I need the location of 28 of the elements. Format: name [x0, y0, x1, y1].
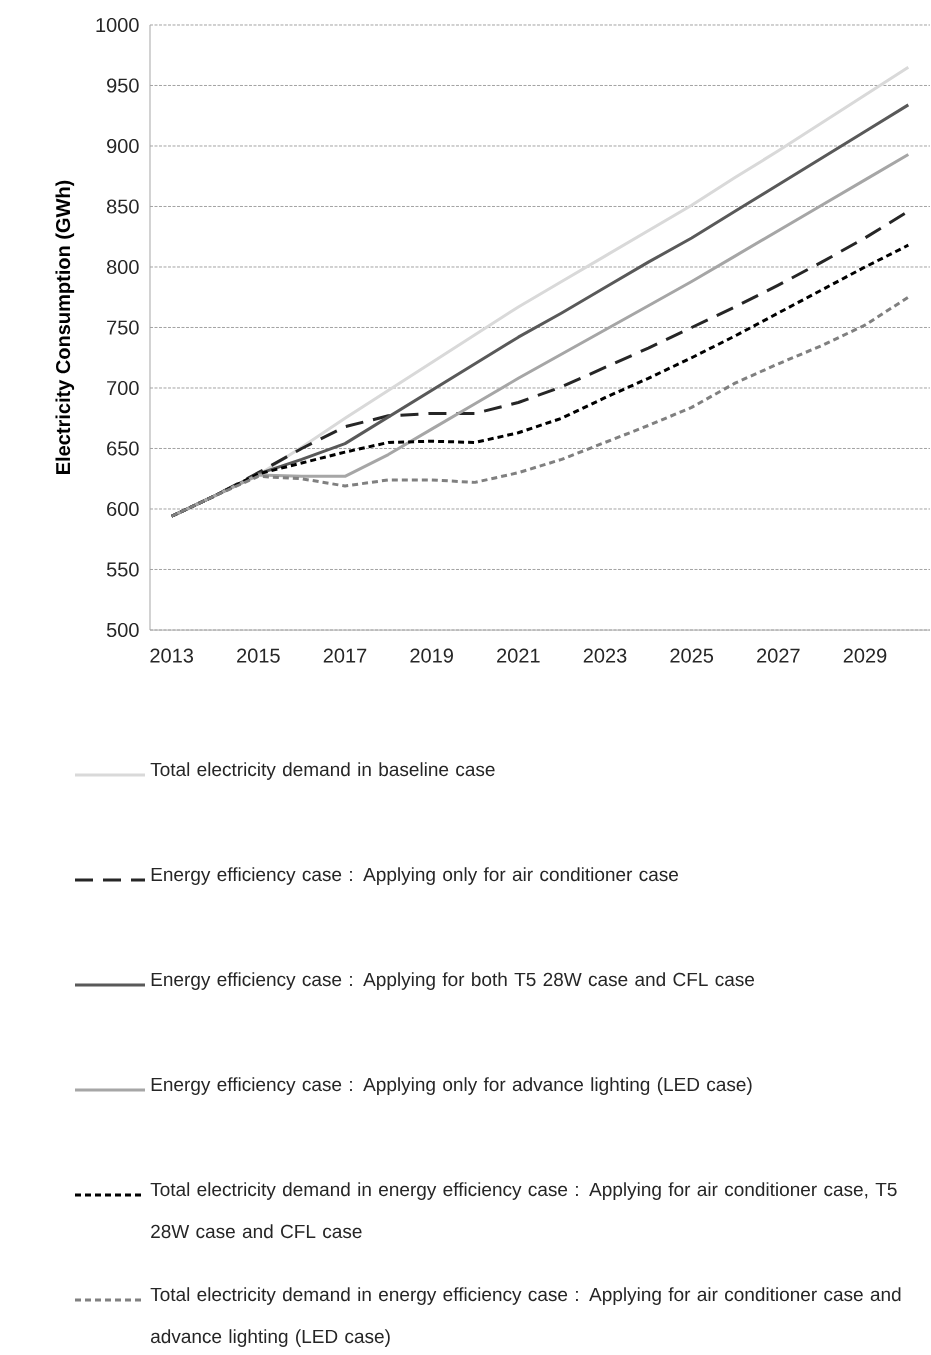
line-series	[170, 295, 910, 518]
x-tick-label: 2025	[670, 648, 714, 663]
y-tick-label: 900	[107, 138, 139, 154]
x-tick-label: 2017	[323, 648, 367, 663]
y-tick-label: 850	[106, 199, 139, 214]
x-tick-label: 2021	[497, 648, 540, 663]
y-tick-label: 600	[107, 501, 139, 517]
x-tick-label: 2019	[410, 648, 453, 663]
legend-label: Energy efficiency case : Applying only for air conditioner case	[151, 867, 679, 885]
y-tick-label: 1000	[96, 17, 139, 33]
text: Total electricity demand in energy efficiency case : Applying for air conditioner case, T5 28W case and CFL case	[150, 1182, 897, 1239]
y-tick-label: 700	[107, 380, 139, 396]
y-axis-title: Electricity Consumption (GWh)	[55, 180, 75, 474]
x-tick-label: 2015	[237, 648, 280, 663]
text: Total electricity demand in energy efficiency case : Applying for air conditioner case and advance lighting (LED case)	[150, 1287, 901, 1347]
x-tick-label: 2013	[150, 648, 194, 663]
legend-label: Total electricity demand in baseline case	[150, 762, 495, 780]
y-tick-label: 550	[106, 562, 139, 577]
y-tick-label: 500	[106, 622, 139, 638]
x-tick-label: 2029	[843, 648, 887, 663]
legend-label: Energy efficiency case : Applying only for advance lighting (LED case)	[151, 1077, 752, 1095]
y-tick-label: 650	[107, 441, 139, 456]
y-tick-label: 950	[107, 78, 139, 93]
x-tick-label: 2027	[757, 648, 800, 663]
y-tick-label: 750	[107, 320, 139, 335]
x-tick-label: 2023	[583, 648, 627, 663]
y-tick-label: 800	[106, 259, 139, 275]
legend-label: Energy efficiency case : Applying for both T5 28W case and CFL case	[151, 972, 755, 990]
